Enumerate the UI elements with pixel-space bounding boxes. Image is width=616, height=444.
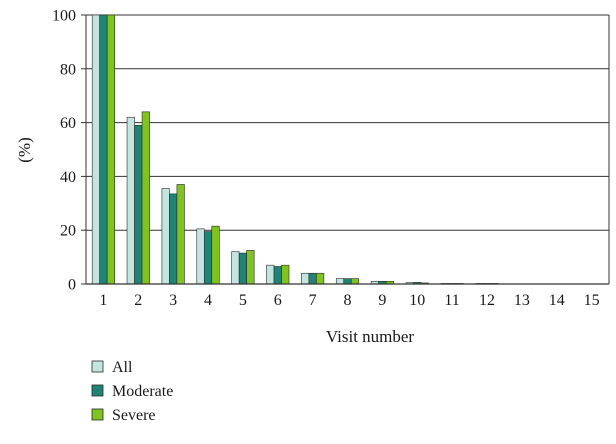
legend-swatch	[91, 408, 104, 421]
x-tick-label: 14	[549, 292, 565, 309]
bar-all-visit-8	[335, 278, 345, 285]
bar-all-visit-5	[231, 251, 240, 285]
bar-moderate-visit-8	[343, 278, 352, 285]
legend-label: All	[112, 359, 133, 376]
bar-all-visit-4	[196, 228, 205, 285]
bar-severe-visit-3	[176, 184, 185, 285]
x-tick-label: 1	[99, 292, 107, 309]
bar-moderate-visit-2	[134, 124, 143, 285]
bar-severe-visit-8	[350, 278, 360, 285]
bar-severe-visit-6	[281, 264, 290, 285]
x-tick-label: 8	[344, 292, 352, 309]
y-tick-label: 80	[60, 61, 76, 78]
bar-all-visit-3	[161, 188, 170, 285]
x-tick-label: 4	[204, 292, 212, 309]
x-tick-label: 6	[274, 292, 282, 309]
bar-severe-visit-1	[106, 14, 115, 285]
bar-all-visit-1	[91, 14, 100, 285]
x-axis-label: Visit number	[326, 327, 415, 346]
bar-severe-visit-5	[246, 250, 255, 285]
bar-all-visit-6	[266, 264, 275, 285]
legend-item-severe: Severe	[91, 407, 156, 424]
legend-label: Severe	[112, 407, 156, 424]
axes	[85, 15, 610, 285]
x-tick-label: 15	[584, 292, 600, 309]
bar-all-visit-2	[126, 116, 135, 285]
bar-moderate-visit-6	[273, 266, 282, 285]
x-tick-label: 13	[514, 292, 530, 309]
legend-item-all: All	[91, 359, 133, 376]
y-tick-label: 100	[52, 8, 76, 25]
bar-moderate-visit-1	[99, 14, 108, 285]
legend: All Moderate Severe	[91, 359, 173, 424]
bar-all-visit-7	[301, 272, 310, 285]
bar-severe-visit-2	[141, 111, 150, 285]
x-tick-label: 3	[169, 292, 177, 309]
bar-moderate-visit-5	[238, 252, 247, 285]
x-tick-label: 2	[134, 292, 142, 309]
bars	[91, 14, 499, 285]
y-tick-label: 60	[60, 115, 76, 132]
bar-moderate-visit-3	[169, 193, 178, 285]
legend-item-moderate: Moderate	[91, 383, 173, 400]
y-tick-label: 0	[68, 277, 76, 294]
x-tick-label: 11	[444, 292, 459, 309]
bar-severe-visit-7	[316, 272, 325, 285]
legend-swatch	[91, 384, 104, 397]
bar-moderate-visit-4	[203, 231, 213, 285]
legend-label: Moderate	[112, 383, 173, 400]
x-tick-label: 7	[309, 292, 317, 309]
x-tick-label: 5	[239, 292, 247, 309]
legend-swatch	[91, 360, 104, 373]
y-tick-label: 20	[60, 223, 76, 240]
x-tick-label: 10	[409, 292, 425, 309]
bar-moderate-visit-7	[308, 272, 317, 285]
x-tick-label: 9	[378, 292, 386, 309]
y-axis-label: (%)	[15, 137, 34, 162]
bar-severe-visit-4	[211, 225, 220, 285]
y-tick-label: 40	[60, 169, 76, 186]
x-tick-label: 12	[479, 292, 495, 309]
